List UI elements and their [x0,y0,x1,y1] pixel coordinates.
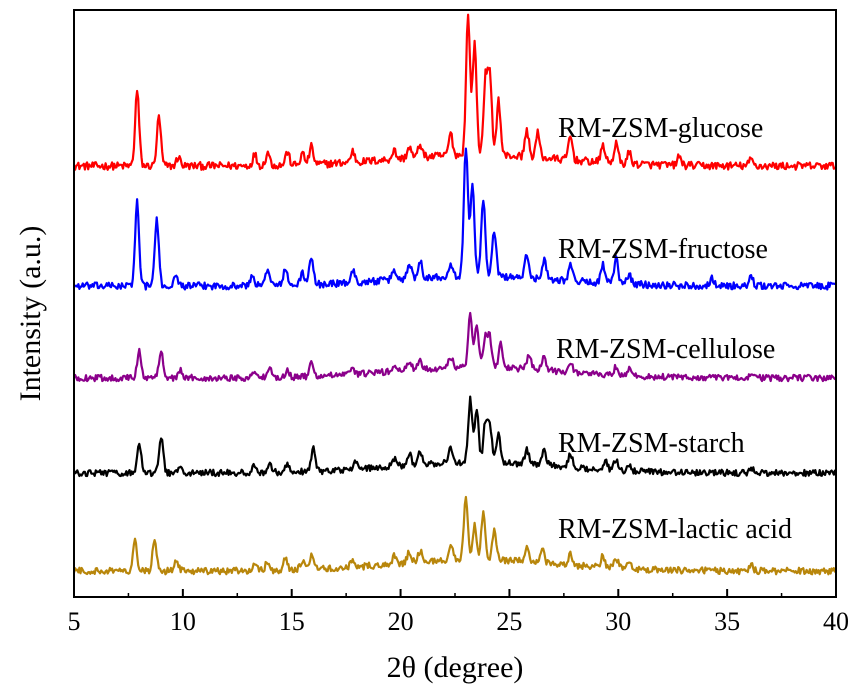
x-tick-label: 40 [823,607,849,636]
series-line-2 [73,311,837,383]
x-tick-label: 15 [279,607,305,636]
x-axis-title: 2θ (degree) [387,651,524,684]
x-tick-label: 25 [496,607,522,636]
series-label-1: RM-ZSM-fructose [558,234,768,265]
series-label-4: RM-ZSM-lactic acid [558,514,792,545]
plot-frame [73,9,837,598]
series-line-1 [73,147,837,291]
series-layer [72,13,838,576]
series-label-3: RM-ZSM-starch [558,428,745,459]
series-label-0: RM-ZSM-glucose [558,113,763,144]
series-label-2: RM-ZSM-cellulose [556,334,775,365]
series-line-3 [72,395,838,478]
x-axis-ticks: 5 10 15 20 25 30 35 40 [68,589,849,636]
series-line-0 [74,13,837,171]
x-tick-label: 20 [388,607,414,636]
x-tick-label: 10 [170,607,196,636]
x-tick-label: 35 [714,607,740,636]
y-axis-title: Intensity (a.u.) [14,226,47,402]
series-line-4 [72,495,838,576]
x-tick-label: 5 [68,607,81,636]
x-tick-label: 30 [605,607,631,636]
series-labels-layer: RM-ZSM-glucose RM-ZSM-fructose RM-ZSM-cell… [556,113,792,545]
